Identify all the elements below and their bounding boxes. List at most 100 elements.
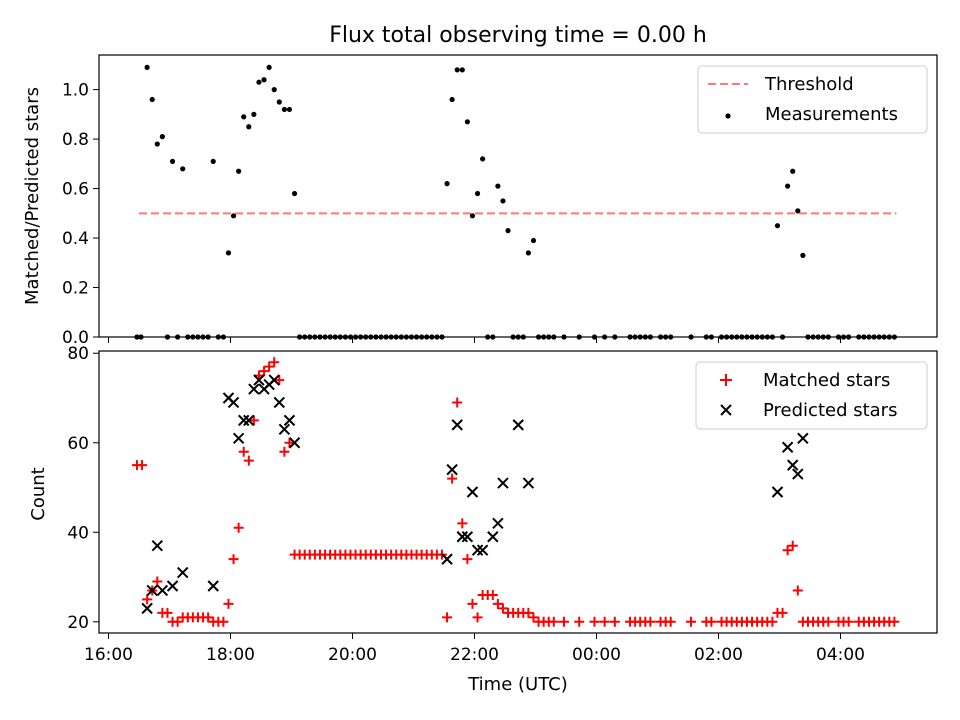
legend-measurements-swatch (725, 113, 731, 119)
predicted-star-point (492, 517, 504, 530)
legend-predicted-swatch (720, 404, 732, 416)
measurement-point (525, 250, 531, 256)
x-tick-label: 22:00 (450, 645, 499, 665)
predicted-star-point (476, 544, 489, 556)
matched-star-point (269, 357, 280, 368)
predicted-star-point (787, 459, 799, 471)
matched-star-point (457, 518, 468, 529)
measurement-point (495, 183, 501, 189)
y-tick-label: 0.2 (62, 279, 89, 299)
measurement-point (774, 223, 781, 229)
matched-star-point (447, 473, 458, 484)
measurement-point (144, 64, 150, 70)
matched-star-point (233, 522, 244, 533)
matched-star-point (487, 589, 498, 600)
measurement-point (271, 87, 277, 93)
measurement-point (241, 114, 247, 120)
measurement-point (251, 111, 257, 117)
matched-star-point (492, 598, 503, 609)
measurement-point (225, 250, 232, 256)
legend-threshold-label: Threshold (764, 74, 854, 95)
predicted-star-point (177, 566, 189, 579)
measurement-point (444, 181, 450, 187)
matched-star-point (284, 437, 295, 448)
matched-star-point (497, 603, 508, 614)
top-legend-box (697, 65, 928, 134)
matched-star-point (558, 616, 569, 627)
matched-star-point (279, 446, 290, 457)
bottom-legend-box (695, 361, 928, 430)
predicted-star-point (466, 486, 479, 498)
predicted-star-point (273, 396, 286, 409)
figure-title: Flux total observing time = 0.00 h (329, 23, 707, 48)
predicted-star-point (146, 584, 158, 597)
matched-star-point (665, 616, 676, 627)
matched-star-point (228, 554, 239, 565)
measurement-point (180, 166, 186, 172)
predicted-star-point (253, 374, 265, 386)
top-plot-frame (98, 54, 938, 338)
predicted-star-point (151, 540, 164, 552)
y-tick-label: 40 (67, 523, 89, 543)
measurement-point (790, 168, 796, 174)
predicted-star-point (278, 423, 291, 436)
predicted-star-point (227, 396, 240, 409)
bottom-legend: Matched stars Predicted stars (695, 361, 928, 430)
predicted-star-point (238, 414, 250, 427)
measurement-point (256, 79, 262, 85)
legend-measurements-label: Measurements (765, 104, 898, 125)
measurement-point (449, 96, 455, 103)
measurement-point (500, 198, 506, 204)
predicted-star-point (451, 419, 463, 431)
measurement-point (246, 124, 252, 130)
legend-matched-swatch (720, 374, 732, 386)
y-tick-label: 0.4 (62, 229, 89, 249)
measurement-point (474, 190, 481, 197)
predicted-star-point (522, 477, 535, 489)
predicted-star-point (456, 531, 469, 543)
measurement-point (291, 190, 298, 197)
measurement-point (281, 106, 287, 113)
measurement-point (454, 67, 460, 73)
measurement-point (530, 237, 537, 244)
matched-star-point (645, 616, 656, 627)
matched-star-point (238, 446, 249, 457)
matched-star-point (462, 554, 473, 565)
predicted-star-point (446, 463, 458, 476)
predicted-star-point (166, 580, 179, 592)
matched-star-point (686, 616, 697, 627)
x-tick-label: 00:00 (572, 645, 621, 665)
matched-star-point (589, 616, 600, 627)
matched-star-point (706, 616, 717, 627)
measurement-point (800, 252, 806, 258)
y-tick-label: 80 (67, 344, 89, 364)
predicted-star-point (441, 553, 453, 565)
predicted-star-point (487, 531, 499, 543)
matched-star-point (137, 460, 148, 471)
x-tick-label: 18:00 (206, 645, 255, 665)
matched-star-point (528, 612, 539, 623)
predicted-star-point (512, 419, 524, 431)
y-tick-label: 20 (67, 613, 89, 633)
y-tick-label: 0.0 (62, 328, 89, 348)
top-ylabel: Matched/Predicted stars (22, 87, 43, 305)
matched-star-point (142, 594, 153, 605)
measurement-point (469, 213, 476, 219)
measurement-point (795, 208, 801, 214)
predicted-star-point (232, 432, 245, 444)
predicted-star-point (156, 584, 169, 597)
matched-star-point (843, 616, 854, 627)
bottom-xlabel: Time (UTC) (467, 674, 568, 695)
predicted-star-point (243, 414, 255, 427)
matched-star-point (259, 366, 270, 377)
matched-star-point (467, 598, 478, 609)
measurement-point (480, 156, 486, 162)
predicted-star-point (288, 437, 301, 449)
matched-star-point (777, 607, 788, 618)
matched-star-point (452, 397, 463, 408)
matched-star-point (248, 415, 259, 426)
matched-star-point (152, 576, 163, 587)
matched-star-point (599, 616, 610, 627)
measurement-point (154, 141, 160, 147)
matched-star-point (792, 585, 803, 596)
